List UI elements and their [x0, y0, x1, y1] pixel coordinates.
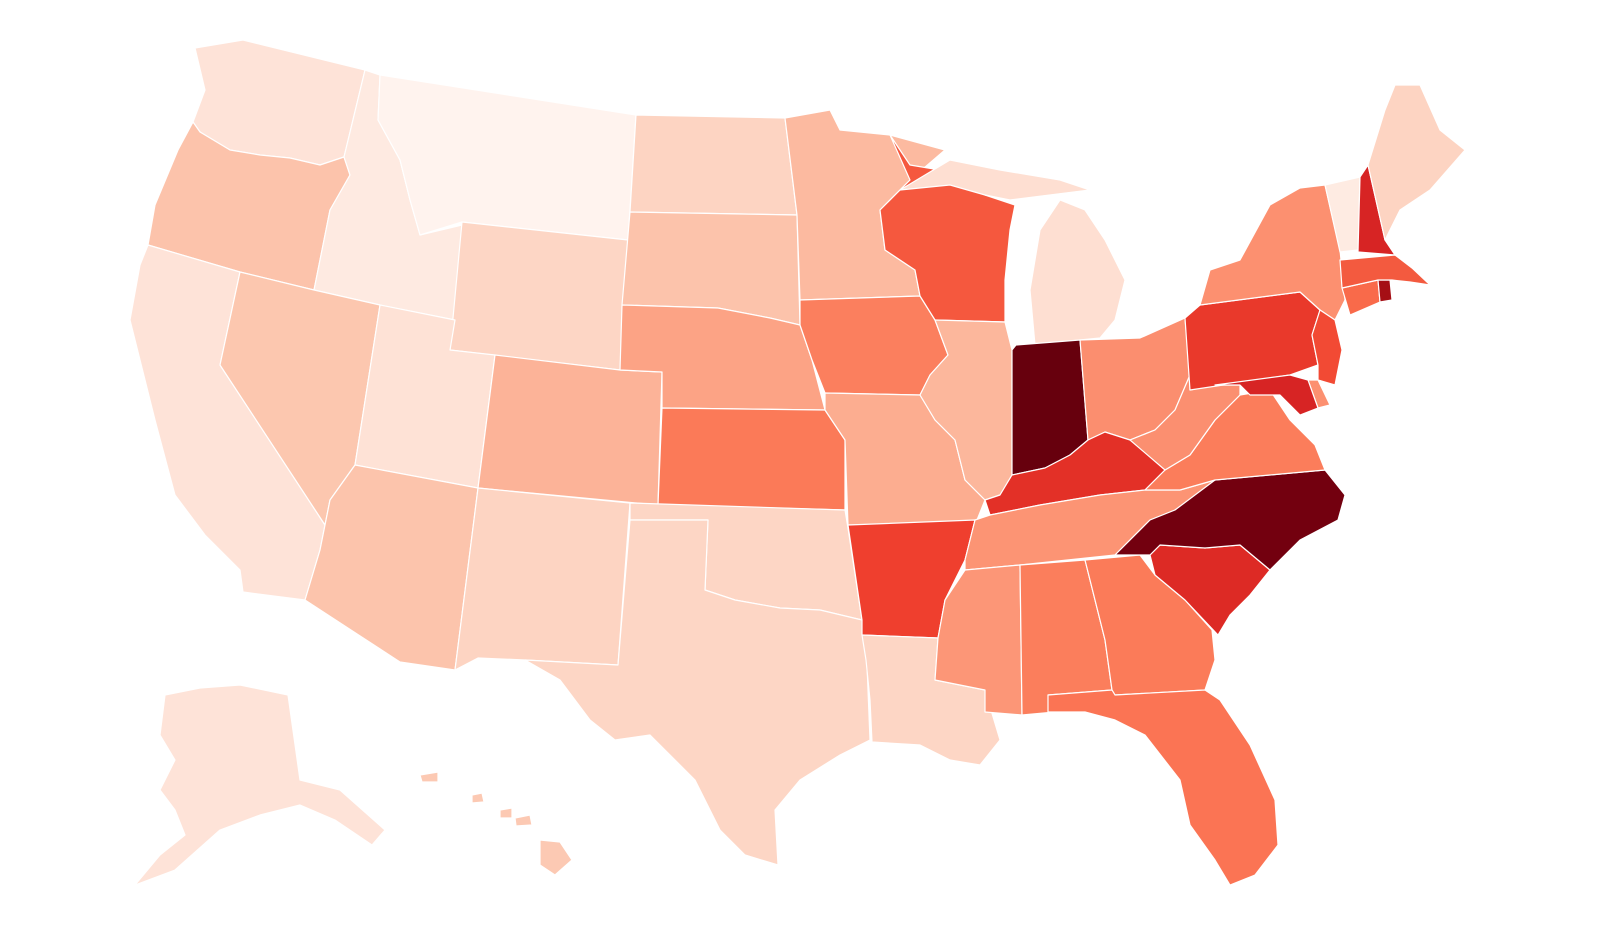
state-mi[interactable]: [899, 159, 1126, 346]
state-pa[interactable]: [1184, 291, 1321, 391]
state-wy[interactable]: [449, 221, 629, 371]
state-co[interactable]: [477, 354, 663, 506]
state-nc[interactable]: [1114, 469, 1346, 571]
state-ks[interactable]: [657, 407, 846, 511]
state-md[interactable]: [1214, 374, 1319, 416]
state-ma[interactable]: [1339, 254, 1431, 289]
state-me[interactable]: [1367, 84, 1466, 241]
state-ia[interactable]: [799, 295, 949, 396]
state-nm[interactable]: [454, 487, 631, 671]
state-hi[interactable]: [419, 771, 573, 876]
state-nd[interactable]: [629, 114, 798, 216]
state-ak[interactable]: [134, 684, 386, 886]
state-ne[interactable]: [619, 304, 826, 411]
state-ga[interactable]: [1084, 554, 1216, 696]
state-mt[interactable]: [377, 74, 637, 241]
state-nj[interactable]: [1311, 309, 1343, 386]
state-nh[interactable]: [1357, 164, 1396, 256]
state-ri[interactable]: [1377, 279, 1393, 303]
state-tx[interactable]: [524, 519, 871, 866]
state-fl[interactable]: [1047, 689, 1279, 886]
